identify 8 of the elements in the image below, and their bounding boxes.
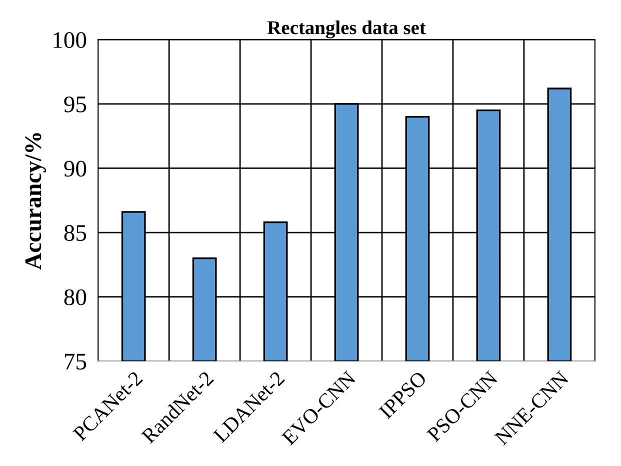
y-axis-title: Accurancy/%: [25, 133, 46, 270]
y-tick-label: 80: [64, 289, 86, 306]
y-tick-label: 85: [64, 225, 86, 241]
y-tick-label: 90: [64, 160, 86, 177]
y-tick-label: 100: [54, 32, 86, 48]
chart-title: Rectangles data set: [267, 20, 426, 38]
y-tick-label: 95: [64, 96, 86, 112]
y-tick-label: 75: [64, 354, 86, 370]
